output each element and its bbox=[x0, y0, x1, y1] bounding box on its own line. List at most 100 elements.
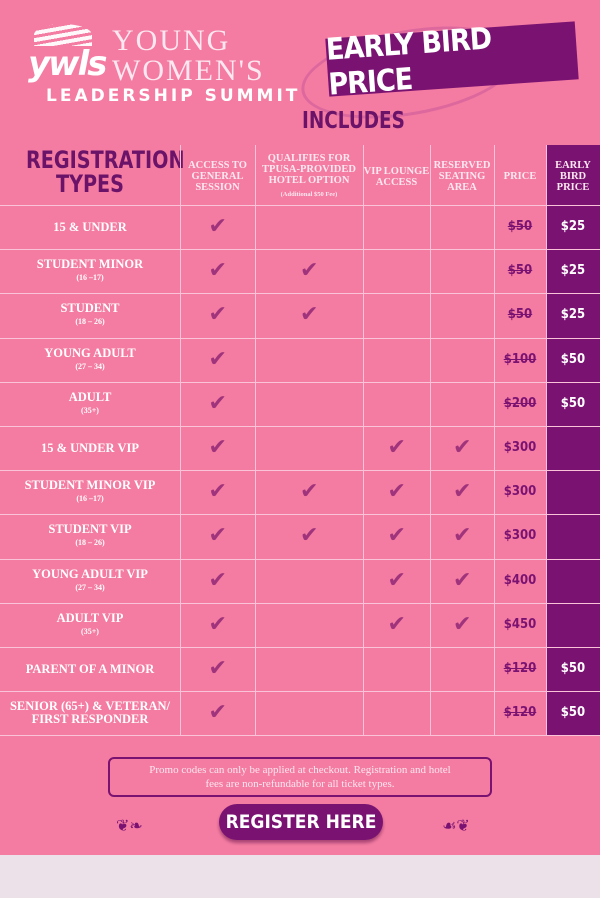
header-label: RESERVED SEATING AREA bbox=[433, 160, 491, 193]
early-bird-price: $50 bbox=[560, 661, 586, 676]
logo-mark: ywls bbox=[28, 44, 107, 84]
price: $300 bbox=[503, 528, 537, 544]
column-divider bbox=[546, 145, 547, 735]
row-divider bbox=[0, 470, 600, 472]
column-divider bbox=[255, 145, 256, 735]
type-name: ADULT VIP bbox=[56, 610, 124, 625]
table-row: PARENT OF A MINOR ✔ $120 $50 bbox=[0, 647, 600, 691]
checkmark-icon: ✔ bbox=[300, 258, 319, 284]
checkmark-icon: ✔ bbox=[208, 523, 227, 549]
type-age: (16 –17) bbox=[76, 494, 104, 504]
type-name: SENIOR (65+) & VETERAN/ FIRST RESPONDER bbox=[9, 699, 171, 727]
checkmark-icon: ✔ bbox=[208, 567, 227, 593]
column-divider bbox=[363, 145, 364, 735]
heading-line: REGISTRATION bbox=[26, 146, 185, 174]
header-hotel: QUALIFIES FOR TPUSA-PROVIDED HOTEL OPTIO… bbox=[255, 148, 363, 205]
column-divider bbox=[180, 145, 181, 735]
header-price: PRICE bbox=[494, 148, 546, 205]
header-label: ACCESS TO GENERAL SESSION bbox=[188, 160, 247, 193]
checkmark-icon: ✔ bbox=[387, 611, 406, 637]
type-name: 15 & UNDER VIP bbox=[40, 440, 140, 455]
table-row: STUDENT (18 – 26) ✔ ✔ $50 $25 bbox=[0, 293, 600, 337]
checkmark-icon: ✔ bbox=[208, 258, 227, 284]
checkmark-icon: ✔ bbox=[453, 435, 472, 460]
type-name: STUDENT VIP bbox=[48, 522, 132, 537]
heading-line: TYPES bbox=[55, 170, 125, 198]
checkmark-icon: ✔ bbox=[453, 479, 472, 505]
column-divider bbox=[430, 145, 431, 735]
registration-type: 15 & UNDER bbox=[0, 205, 180, 249]
price: $400 bbox=[503, 572, 537, 588]
price: $300 bbox=[503, 484, 537, 500]
table-row: STUDENT VIP (18 – 26) ✔ ✔ ✔ ✔ $300 bbox=[0, 514, 600, 558]
row-divider bbox=[0, 735, 600, 736]
price: $300 bbox=[503, 440, 537, 455]
price: $100 bbox=[503, 351, 537, 367]
type-name: YOUNG ADULT bbox=[44, 345, 136, 360]
type-name: 15 & UNDER bbox=[53, 219, 127, 234]
registration-type: ADULT VIP (35+) bbox=[0, 603, 180, 647]
pricing-poster: ywls YOUNG WOMEN'S LEADERSHIP SUMMIT EAR… bbox=[0, 0, 600, 855]
price: $200 bbox=[503, 395, 537, 411]
checkmark-icon: ✔ bbox=[208, 611, 227, 637]
price: $120 bbox=[503, 705, 537, 721]
early-bird-price: $50 bbox=[560, 395, 586, 411]
early-bird-price: $50 bbox=[560, 351, 586, 367]
table-row: STUDENT MINOR VIP (16 –17) ✔ ✔ ✔ ✔ $300 bbox=[0, 470, 600, 514]
row-divider bbox=[0, 205, 600, 206]
row-divider bbox=[0, 514, 600, 516]
type-name: STUDENT MINOR VIP bbox=[24, 478, 156, 493]
checkmark-icon: ✔ bbox=[300, 523, 319, 549]
type-name: ADULT bbox=[68, 389, 112, 404]
early-bird-price: $25 bbox=[560, 263, 586, 279]
type-age: (35+) bbox=[81, 405, 99, 415]
type-age: (27 – 34) bbox=[75, 582, 105, 592]
checkmark-icon: ✔ bbox=[300, 479, 319, 505]
early-bird-price: $25 bbox=[560, 219, 586, 234]
header-label: QUALIFIES FOR TPUSA-PROVIDED HOTEL OPTIO… bbox=[262, 153, 356, 186]
checkmark-icon: ✔ bbox=[387, 523, 406, 549]
registration-type: PARENT OF A MINOR bbox=[0, 647, 180, 691]
checkmark-icon: ✔ bbox=[300, 302, 319, 328]
flag-icon bbox=[34, 24, 92, 46]
registration-type: 15 & UNDER VIP bbox=[0, 426, 180, 470]
checkmark-icon: ✔ bbox=[453, 523, 472, 549]
checkmark-icon: ✔ bbox=[208, 700, 227, 726]
checkmark-icon: ✔ bbox=[453, 611, 472, 637]
register-button[interactable]: REGISTER HERE bbox=[219, 804, 383, 840]
row-divider bbox=[0, 337, 600, 339]
row-divider bbox=[0, 249, 600, 251]
type-name: STUDENT bbox=[60, 301, 120, 316]
checkmark-icon: ✔ bbox=[208, 214, 227, 239]
registration-type: STUDENT (18 – 26) bbox=[0, 293, 180, 337]
checkmark-icon: ✔ bbox=[208, 656, 227, 681]
checkmark-icon: ✔ bbox=[387, 435, 406, 460]
header-label: VIP LOUNGE ACCESS bbox=[363, 165, 430, 188]
row-divider bbox=[0, 381, 600, 383]
sprig-ornament-icon: ☙❦ bbox=[442, 816, 470, 835]
registration-type: YOUNG ADULT VIP (27 – 34) bbox=[0, 559, 180, 603]
column-divider bbox=[494, 145, 495, 735]
type-name: PARENT OF A MINOR bbox=[25, 661, 155, 676]
table-row: ADULT VIP (35+) ✔ ✔ ✔ $450 bbox=[0, 603, 600, 647]
checkmark-icon: ✔ bbox=[208, 302, 227, 328]
row-divider bbox=[0, 691, 600, 693]
checkmark-icon: ✔ bbox=[387, 479, 406, 505]
registration-type: STUDENT VIP (18 – 26) bbox=[0, 514, 180, 558]
price: $50 bbox=[507, 263, 533, 279]
row-divider bbox=[0, 558, 600, 560]
checkmark-icon: ✔ bbox=[208, 479, 227, 505]
table-row: 15 & UNDER VIP ✔ ✔ ✔ $300 bbox=[0, 426, 600, 470]
header-vip: VIP LOUNGE ACCESS bbox=[363, 148, 430, 205]
registration-type: STUDENT MINOR VIP (16 –17) bbox=[0, 470, 180, 514]
title-line-1: YOUNG bbox=[112, 24, 231, 57]
price: $50 bbox=[507, 307, 533, 323]
registration-type: ADULT (35+) bbox=[0, 382, 180, 426]
promo-note: Promo codes can only be applied at check… bbox=[108, 757, 492, 797]
type-age: (27 – 34) bbox=[75, 361, 105, 371]
early-bird-column bbox=[546, 145, 600, 735]
early-bird-banner: EARLY BIRD PRICE bbox=[325, 21, 579, 103]
header-early-bird: EARLY BIRD PRICE bbox=[546, 148, 600, 205]
price: $450 bbox=[503, 616, 537, 632]
registration-types-heading: REGISTRATION TYPES bbox=[26, 146, 185, 198]
